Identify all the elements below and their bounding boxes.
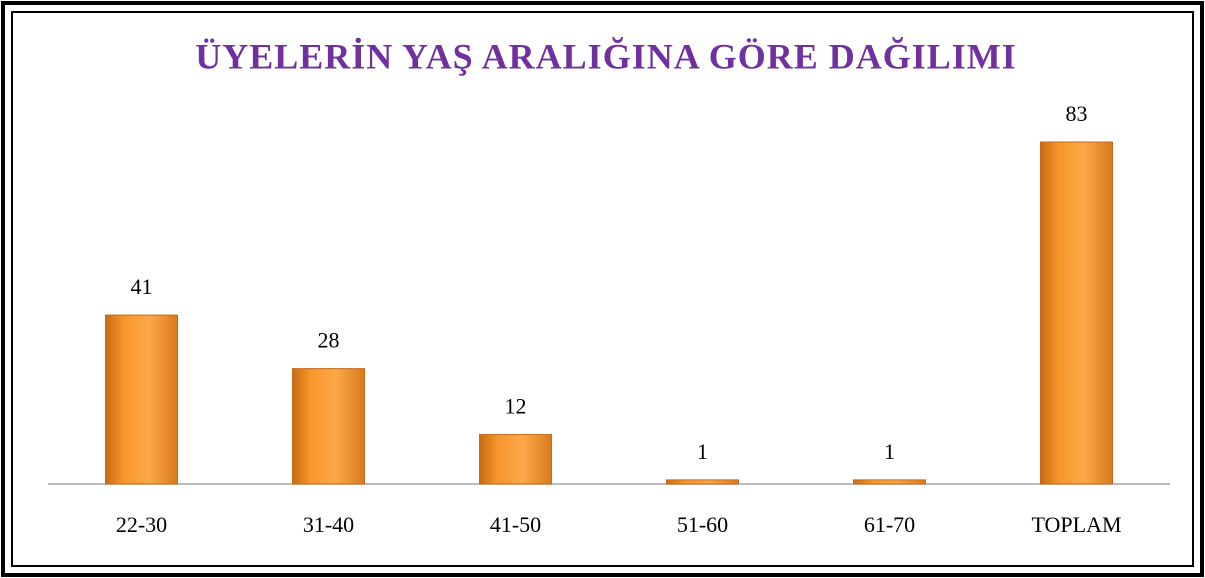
x-tick-label: 51-60 <box>677 512 728 537</box>
x-tick-label: 61-70 <box>864 512 915 537</box>
bar <box>479 434 552 485</box>
bar <box>666 479 739 485</box>
x-tick-label: TOPLAM <box>1031 512 1121 537</box>
x-tick-label: 41-50 <box>490 512 541 537</box>
value-label: 28 <box>318 328 340 353</box>
x-tick-label: 22-30 <box>116 512 167 537</box>
bar <box>1040 141 1113 485</box>
bar <box>105 314 178 485</box>
chart-title: ÜYELERİN YAŞ ARALIĞINA GÖRE DAĞILIMI <box>195 36 1017 76</box>
x-tick-label: 31-40 <box>303 512 354 537</box>
value-label: 41 <box>131 274 153 299</box>
value-label: 1 <box>697 439 708 464</box>
value-label: 12 <box>505 394 527 419</box>
bar <box>853 479 926 485</box>
bar <box>292 368 365 485</box>
inner-frame <box>11 11 1194 567</box>
value-label: 83 <box>1066 101 1088 126</box>
value-label: 1 <box>884 439 895 464</box>
